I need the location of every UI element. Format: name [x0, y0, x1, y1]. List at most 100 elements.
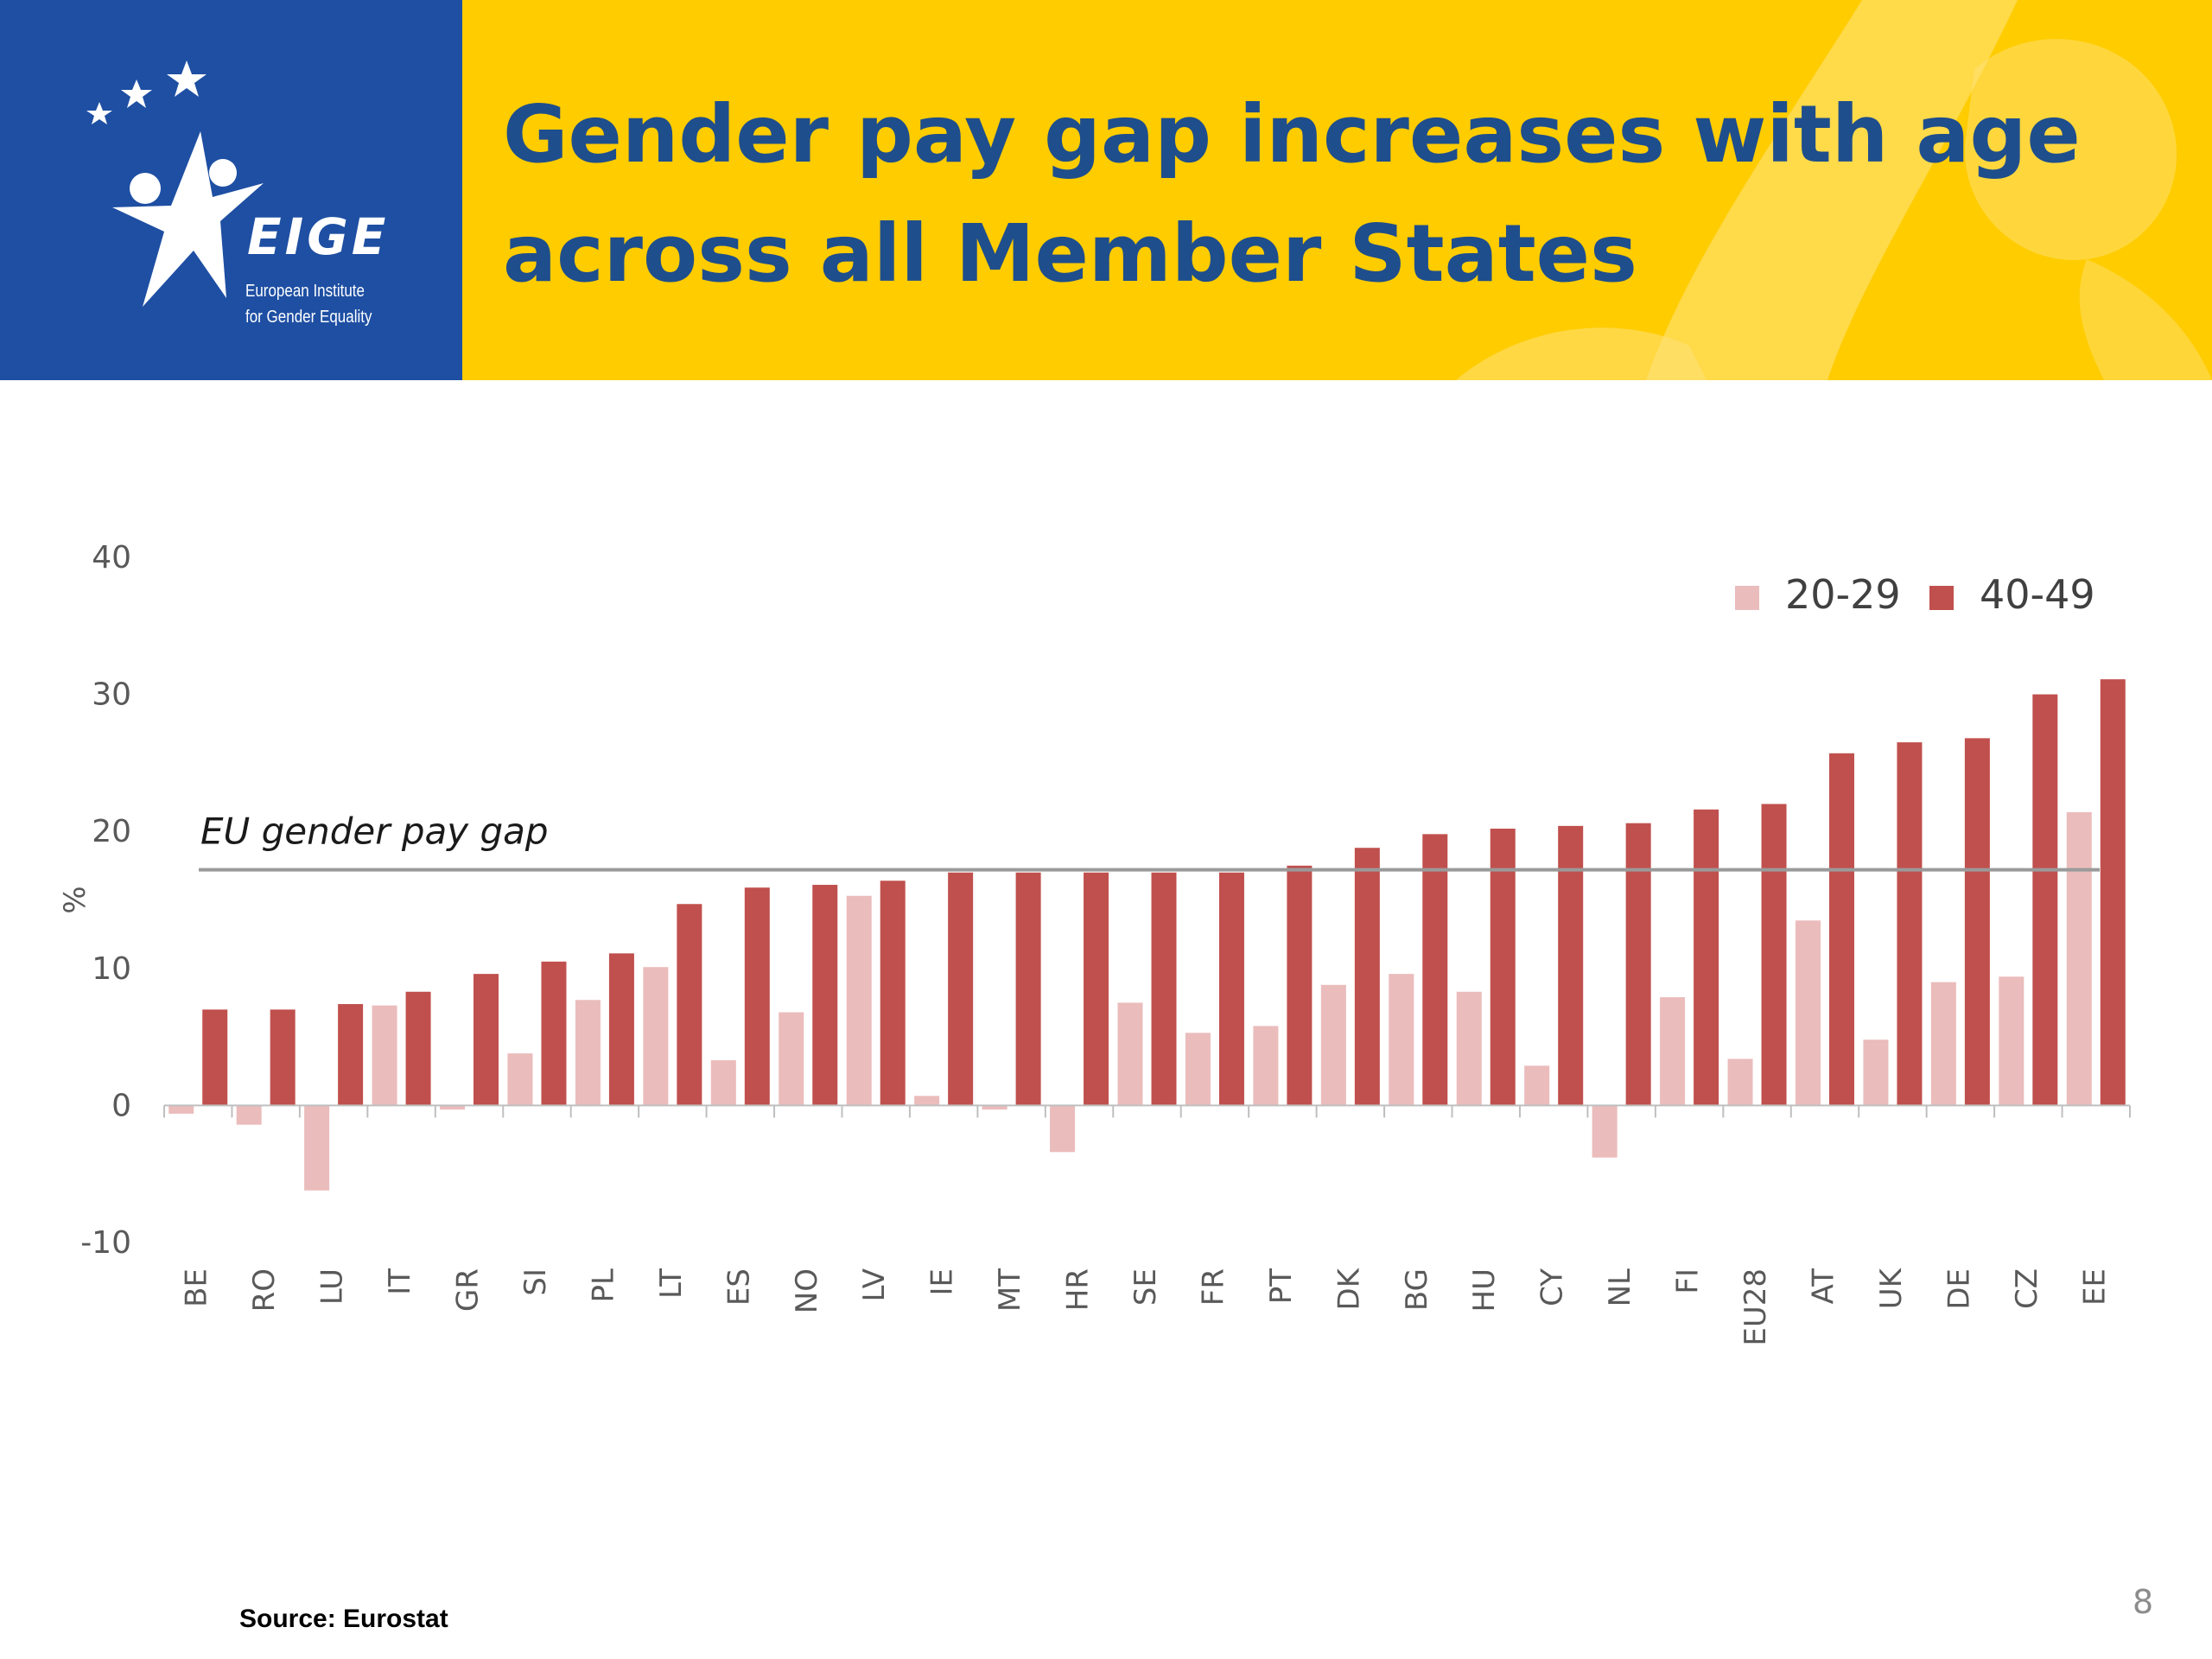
x-tick-label: EE: [2077, 1268, 2112, 1306]
y-tick-label: 40: [92, 540, 131, 575]
y-tick-label: 0: [111, 1088, 131, 1123]
bar-20-29-CZ: [1999, 976, 2024, 1106]
bar-40-49-CY: [1558, 825, 1584, 1106]
page-number: 8: [2133, 1583, 2154, 1621]
legend-swatch-40-49: [1929, 586, 1954, 610]
x-tick-label: PT: [1264, 1268, 1299, 1305]
bar-40-49-FI: [1694, 809, 1719, 1106]
x-tick-label: MT: [993, 1268, 1027, 1312]
x-tick-label: FI: [1671, 1268, 1706, 1294]
bar-20-29-GR: [440, 1105, 466, 1110]
bar-20-29-LT: [643, 967, 669, 1106]
bar-40-49-LT: [677, 904, 702, 1106]
y-tick-label: 30: [92, 677, 131, 713]
bar-20-29-PT: [1253, 1026, 1279, 1106]
x-tick-label: LU: [315, 1268, 350, 1305]
bar-20-29-MT: [982, 1105, 1007, 1110]
page-title-line-2: across all Member States: [503, 207, 1637, 300]
bar-20-29-HR: [1050, 1105, 1076, 1153]
x-tick-label: ES: [721, 1268, 756, 1306]
x-tick-label: CY: [1535, 1268, 1570, 1306]
bar-20-29-EU28: [1727, 1058, 1753, 1106]
x-tick-label: PL: [586, 1268, 620, 1303]
header-decoration: [1456, 0, 2212, 380]
x-tick-label: FR: [1196, 1268, 1230, 1306]
bar-40-49-NL: [1625, 823, 1651, 1106]
y-axis-label: %: [58, 886, 92, 913]
bar-20-29-FR: [1185, 1033, 1211, 1106]
bar-40-49-MT: [1015, 872, 1041, 1106]
legend-label-20-29: 20-29: [1785, 571, 1901, 618]
bar-40-49-GR: [474, 974, 499, 1106]
bar-20-29-NL: [1592, 1105, 1618, 1158]
bar-40-49-ES: [744, 887, 770, 1106]
y-tick-label: -10: [80, 1225, 131, 1261]
source-note: Source: Eurostat: [239, 1605, 448, 1633]
bar-20-29-IE: [914, 1096, 940, 1106]
eige-logo-icon: [86, 60, 264, 307]
bar-40-49-LV: [880, 880, 906, 1106]
bar-40-49-LU: [338, 1004, 364, 1106]
x-tick-label: GR: [451, 1268, 486, 1312]
bar-40-49-IE: [948, 872, 974, 1106]
header-banner: EIGE European Institute for Gender Equal…: [0, 0, 2212, 380]
x-tick-label: SE: [1128, 1268, 1163, 1306]
bar-20-29-SE: [1117, 1002, 1143, 1106]
bar-40-49-SI: [541, 961, 567, 1106]
bar-40-49-EU28: [1761, 804, 1787, 1106]
bar-20-29-BG: [1389, 974, 1414, 1106]
bar-20-29-CY: [1524, 1065, 1550, 1106]
bar-20-29-LU: [304, 1105, 330, 1191]
x-tick-label: CZ: [2010, 1268, 2044, 1309]
x-tick-label: IE: [925, 1268, 960, 1296]
x-tick-label: HR: [1061, 1268, 1096, 1311]
bar-40-49-AT: [1828, 753, 1854, 1106]
bar-20-29-AT: [1795, 920, 1821, 1106]
bar-20-29-DE: [1930, 982, 1956, 1106]
legend-label-40-49: 40-49: [1980, 571, 2095, 618]
x-tick-label: BG: [1400, 1268, 1434, 1311]
bar-20-29-HU: [1456, 991, 1482, 1106]
bar-20-29-NO: [779, 1012, 804, 1106]
bar-20-29-RO: [236, 1105, 262, 1125]
reference-line-label: EU gender pay gap: [200, 810, 549, 853]
bar-40-49-PT: [1287, 865, 1313, 1106]
bar-40-49-BE: [202, 1009, 228, 1106]
bar-20-29-PL: [575, 1000, 601, 1106]
logo-wordmark: EIGE: [247, 207, 390, 266]
x-tick-label: DE: [1942, 1268, 1976, 1310]
bar-40-49-HU: [1490, 829, 1516, 1106]
bar-40-49-PL: [608, 953, 634, 1106]
x-tick-label: AT: [1806, 1268, 1840, 1305]
bar-20-29-BE: [168, 1105, 194, 1114]
bar-20-29-FI: [1660, 997, 1686, 1106]
bar-40-49-NO: [812, 885, 838, 1106]
page-title-line-1: Gender pay gap increases with age: [503, 88, 2081, 181]
bar-40-49-EE: [2100, 679, 2126, 1106]
bar-40-49-BG: [1422, 834, 1448, 1106]
bar-20-29-IT: [372, 1005, 397, 1106]
legend-swatch-20-29: [1735, 586, 1759, 610]
x-tick-label: BE: [180, 1268, 214, 1307]
bar-40-49-SE: [1151, 872, 1177, 1106]
bar-40-49-DK: [1354, 848, 1380, 1106]
y-tick-label: 10: [92, 951, 131, 987]
x-tick-label: SI: [518, 1268, 553, 1296]
bar-40-49-CZ: [2032, 694, 2058, 1106]
logo-subtitle-line-1: European Institute: [245, 282, 365, 301]
x-tick-label: DK: [1332, 1267, 1366, 1310]
x-tick-label: EU28: [1738, 1268, 1773, 1346]
bar-40-49-RO: [270, 1009, 296, 1106]
x-tick-label: RO: [247, 1268, 282, 1312]
bar-chart: -10 0 10 20 30 40% BE RO LU IT GR SI PL LT ES NO LV IE MT H…: [58, 540, 2131, 1346]
bar-40-49-FR: [1218, 872, 1244, 1106]
x-tick-label: IT: [383, 1268, 417, 1295]
bar-40-49-IT: [405, 991, 431, 1106]
bar-20-29-UK: [1863, 1039, 1889, 1106]
x-tick-label: NO: [790, 1268, 824, 1313]
bar-40-49-HR: [1084, 872, 1109, 1106]
x-tick-label: NL: [1603, 1268, 1637, 1306]
bar-20-29-ES: [710, 1060, 736, 1106]
x-tick-label: HU: [1467, 1268, 1502, 1312]
bar-40-49-UK: [1897, 742, 1923, 1106]
